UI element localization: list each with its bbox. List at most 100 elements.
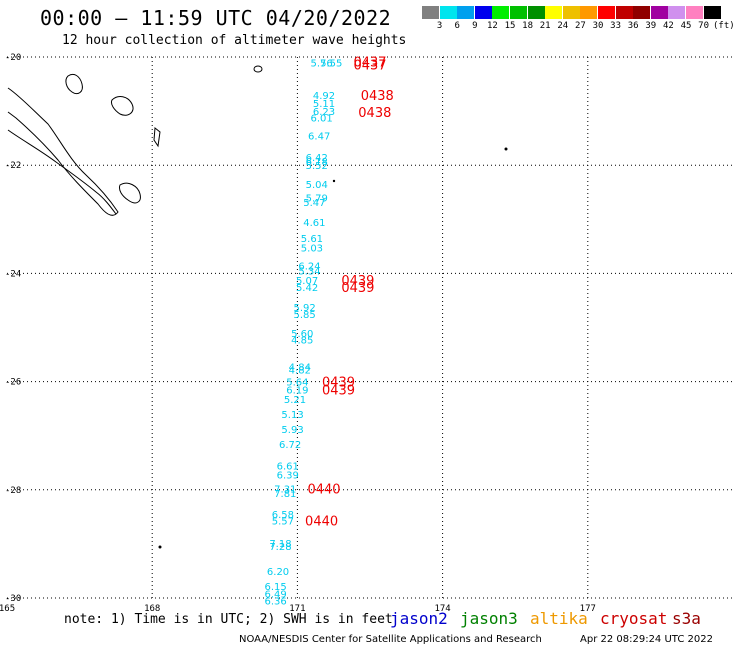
x-tick-label: 171: [289, 604, 305, 614]
swh-value-label: 5.79: [306, 194, 328, 205]
swh-value-label: 6.20: [267, 567, 289, 578]
legend-swatch: [686, 6, 703, 19]
time-label: 0439: [341, 281, 374, 296]
satellite-s3a: s3a: [672, 609, 701, 628]
swh-value-label: 5.47: [303, 198, 325, 209]
legend-label: 45: [680, 21, 692, 31]
chart-title: 00:00 — 11:59 UTC 04/20/2022: [40, 6, 392, 30]
y-tick-label: -24: [5, 269, 21, 279]
time-label: 0437: [353, 59, 386, 74]
island-coastline: [65, 73, 83, 95]
legend-label: 24: [557, 21, 569, 31]
legend-swatch: [545, 6, 563, 19]
swh-value-label: 5.85: [294, 310, 316, 321]
y-tick-label: -28: [5, 486, 21, 496]
legend-label: 42: [662, 21, 674, 31]
legend-swatch: [633, 6, 651, 19]
island-coastline: [119, 182, 141, 204]
satellite-altika: altika: [530, 609, 588, 628]
chart-subtitle: 12 hour collection of altimeter wave hei…: [62, 33, 407, 48]
legend-swatch: [562, 6, 580, 19]
satellite-cryosat: cryosat: [600, 609, 668, 628]
satellite-jason3: jason3: [460, 609, 518, 628]
legend-label: 18: [522, 21, 534, 31]
swh-value-label: 4.85: [291, 335, 313, 346]
island-dot: [158, 545, 162, 549]
legend-swatch: [439, 6, 457, 19]
swh-value-label: 6.61: [277, 461, 299, 472]
swh-value-label: 5.21: [284, 395, 306, 406]
time-label: 0439: [322, 384, 355, 399]
x-tick-label: 174: [434, 604, 450, 614]
y-tick-label: -26: [5, 378, 21, 388]
swh-value-label: 5.64: [286, 378, 308, 389]
swh-value-label: 5.55: [320, 58, 342, 69]
swh-value-label: 5.93: [281, 425, 303, 436]
legend-label: 30: [592, 21, 604, 31]
x-tick-label: 168: [144, 604, 160, 614]
generation-timestamp: Apr 22 08:29:24 UTC 2022: [580, 634, 713, 645]
swh-value-label: 6.49: [264, 590, 286, 601]
swh-value-label: 7.18: [269, 539, 291, 550]
legend-label: 9: [472, 21, 478, 31]
time-label: 0440: [307, 483, 340, 498]
swh-value-label: 5.04: [306, 180, 328, 191]
time-label: 0438: [361, 89, 394, 104]
swh-value-label: 6.23: [313, 107, 335, 118]
swh-value-label: 4.82: [289, 366, 311, 377]
legend-label: 12: [486, 21, 498, 31]
satellite-jason2: jason2: [390, 609, 448, 628]
swh-value-label: 5.52: [306, 161, 328, 172]
legend-swatch: [474, 6, 492, 19]
swh-value-label: 5.42: [296, 283, 318, 294]
swh-value-label: 6.42: [306, 153, 328, 164]
swh-value-label: 6.36: [264, 597, 286, 608]
swh-value-label: 4.92: [313, 91, 335, 102]
island-coastline: [7, 129, 117, 215]
island-outline: [153, 127, 161, 148]
swh-value-label: 7.81: [274, 489, 296, 500]
time-label: 0440: [305, 515, 338, 530]
island-dot: [504, 147, 508, 151]
legend-label: 15: [504, 21, 516, 31]
time-label: 0437: [353, 55, 386, 70]
swh-value-label: 4.84: [289, 362, 311, 373]
island-outline: [253, 65, 263, 73]
swh-value-label: 5.07: [296, 276, 318, 287]
swh-value-label: 6.47: [308, 131, 330, 142]
legend-label: 33: [610, 21, 622, 31]
swh-value-label: 6.18: [306, 157, 328, 168]
swh-value-label: 5.76: [310, 58, 332, 69]
legend-swatch: [510, 6, 527, 19]
swh-value-label: 5.92: [294, 303, 316, 314]
legend-swatch: [703, 6, 721, 19]
legend-label: 3: [436, 21, 443, 31]
swh-value-label: 7.31: [274, 485, 296, 496]
y-tick-label: -22: [5, 161, 21, 171]
legend-label: 70: [698, 21, 710, 31]
legend-label: 36: [627, 21, 639, 31]
time-label: 0439: [322, 376, 355, 391]
swh-value-label: 7.28: [269, 542, 291, 553]
swh-value-label: 5.11: [313, 99, 335, 110]
swh-value-label: 6.58: [272, 510, 294, 521]
swh-value-label: 6.15: [264, 582, 286, 593]
credit-line: NOAA/NESDIS Center for Satellite Applica…: [239, 634, 542, 645]
swh-value-label: 6.19: [286, 386, 308, 397]
legend-swatch: [598, 6, 615, 19]
swh-value-label: 6.24: [298, 261, 320, 272]
legend-unit-label: (ft): [713, 21, 735, 31]
swh-value-label: 5.60: [291, 329, 313, 340]
time-label: 0438: [358, 106, 391, 121]
legend-label: 27: [574, 21, 586, 31]
swh-value-label: 5.13: [281, 410, 303, 421]
swh-value-label: 6.01: [310, 114, 332, 125]
y-tick-label: -30: [5, 594, 21, 604]
island-coastline: [111, 96, 134, 116]
legend-swatch: [422, 6, 439, 19]
swh-value-label: 5.61: [301, 234, 323, 245]
legend-swatch: [615, 6, 633, 19]
swh-value-label: 4.61: [303, 218, 325, 229]
footer-note: note: 1) Time is in UTC; 2) SWH is in fe…: [64, 612, 393, 627]
